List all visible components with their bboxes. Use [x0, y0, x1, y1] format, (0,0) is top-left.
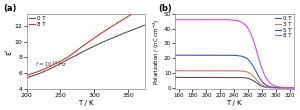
0 T [173, 77, 177, 78]
Line: 8 T: 8 T [175, 20, 294, 88]
3 T [253, 77, 256, 78]
3 T [227, 70, 230, 71]
5 T [262, 83, 266, 85]
0 T [111, 37, 115, 38]
5 T [173, 55, 177, 56]
3 T [194, 70, 198, 71]
8 T [111, 25, 115, 26]
0 T [292, 87, 296, 88]
Y-axis label: ε': ε' [4, 48, 13, 55]
0 T [64, 60, 67, 62]
Line: 5 T: 5 T [175, 55, 294, 88]
8 T [227, 19, 230, 20]
X-axis label: T / K: T / K [78, 100, 94, 106]
5 T [227, 55, 230, 56]
8 T [110, 26, 114, 27]
0 T [227, 77, 230, 78]
Line: 8 T: 8 T [27, 8, 145, 75]
0 T [25, 77, 28, 78]
X-axis label: T / K: T / K [226, 100, 242, 106]
3 T [243, 71, 247, 72]
Line: 0 T: 0 T [27, 25, 145, 78]
0 T [194, 77, 198, 78]
3 T [292, 87, 296, 88]
3 T [173, 70, 177, 71]
8 T [194, 19, 198, 20]
8 T [99, 33, 103, 34]
0 T [243, 77, 247, 79]
8 T [173, 19, 177, 20]
Text: (b): (b) [158, 4, 172, 13]
Text: (a): (a) [3, 4, 16, 13]
8 T [25, 74, 28, 76]
8 T [64, 58, 67, 59]
Y-axis label: Polarization / (nC cm$^{-2}$): Polarization / (nC cm$^{-2}$) [152, 18, 163, 85]
0 T [143, 24, 147, 26]
Line: 3 T: 3 T [175, 71, 294, 88]
5 T [292, 87, 296, 88]
3 T [204, 70, 207, 71]
8 T [262, 74, 266, 75]
5 T [204, 55, 207, 56]
8 T [143, 8, 147, 9]
5 T [243, 57, 247, 58]
8 T [39, 70, 43, 71]
8 T [204, 19, 207, 20]
8 T [292, 87, 296, 88]
0 T [99, 42, 103, 43]
0 T [39, 72, 43, 73]
5 T [253, 68, 256, 69]
3 T [262, 86, 266, 87]
Legend: 0 T, 3 T, 5 T, 8 T: 0 T, 3 T, 5 T, 8 T [274, 15, 292, 39]
8 T [72, 52, 75, 54]
0 T [72, 56, 75, 57]
8 T [243, 24, 247, 25]
Legend: 0 T, 8 T: 0 T, 8 T [28, 15, 46, 27]
0 T [110, 37, 114, 39]
Line: 0 T: 0 T [175, 77, 294, 88]
0 T [262, 86, 266, 88]
8 T [253, 42, 256, 44]
0 T [204, 77, 207, 78]
Text: $f$ = 10$^{3.0}$ Hz: $f$ = 10$^{3.0}$ Hz [35, 60, 68, 69]
5 T [194, 55, 198, 56]
0 T [253, 81, 256, 82]
